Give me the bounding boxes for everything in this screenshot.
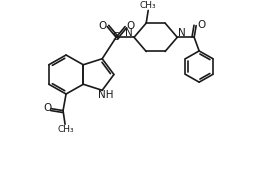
Text: CH₃: CH₃ xyxy=(58,125,74,134)
Text: N: N xyxy=(178,28,186,38)
Text: O: O xyxy=(98,21,106,31)
Text: O: O xyxy=(197,20,205,30)
Text: O: O xyxy=(43,103,51,113)
Text: N: N xyxy=(125,28,133,38)
Text: S: S xyxy=(112,32,120,42)
Text: NH: NH xyxy=(98,90,114,100)
Text: CH₃: CH₃ xyxy=(140,1,157,10)
Text: O: O xyxy=(126,21,134,31)
